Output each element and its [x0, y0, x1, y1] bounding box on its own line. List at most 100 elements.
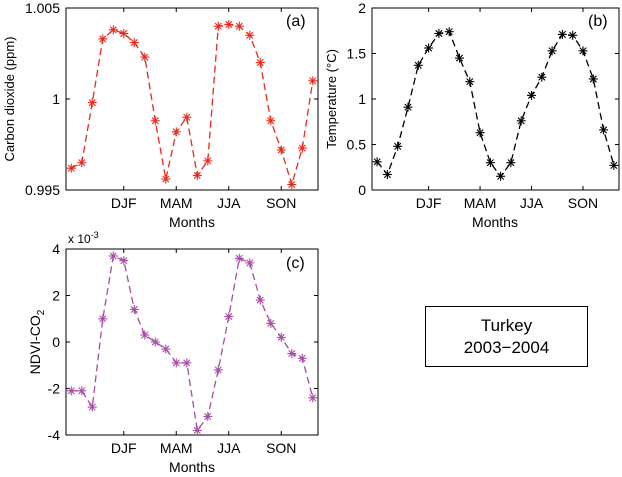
panel-b-point-13 — [506, 158, 516, 168]
panel-c-scale-exp: -3 — [91, 230, 99, 240]
panel-c-axes-frame — [65, 248, 319, 436]
panel-a-label: (a) — [286, 13, 306, 30]
panel-a-point-17 — [245, 30, 255, 40]
panel-c-point-5 — [119, 256, 129, 266]
panel-b-xlabel: Months — [472, 214, 518, 230]
panel-b-point-8 — [455, 53, 464, 63]
panel-a-xlabel: Months — [169, 214, 215, 230]
panel-b-point-10 — [475, 128, 485, 138]
panel-a-xtick-label-0: DJF — [111, 195, 137, 211]
panel-a-point-1 — [77, 158, 87, 168]
panel-c-point-18 — [255, 295, 265, 305]
panel-a-point-4 — [108, 25, 118, 35]
panel-a-point-2 — [87, 98, 97, 108]
panel-c-point-14 — [213, 365, 223, 375]
panel-b-point-20 — [578, 46, 588, 56]
panel-b-ytick-label-1: 0.5 — [347, 137, 367, 153]
panel-c-point-15 — [224, 311, 234, 321]
panel-c-point-22 — [297, 353, 307, 363]
panel-c-ytick-label-4: 4 — [52, 241, 60, 257]
panel-c-point-23 — [308, 393, 318, 403]
panel-b-point-14 — [516, 116, 526, 126]
panel-b-point-5 — [424, 43, 434, 53]
panel-a-point-21 — [287, 180, 297, 189]
panel-a-point-13 — [203, 156, 213, 166]
panel-b-xtick-label-1: MAM — [464, 195, 497, 211]
panel-b-point-2 — [393, 141, 403, 151]
panel-a-point-10 — [171, 127, 181, 137]
panel-a-xtick-label-3: SON — [266, 195, 296, 211]
panel-c-ylabel-main: NDVI-CO — [27, 315, 43, 374]
panel-a-xtick-label-2: JJA — [217, 195, 241, 211]
panel-c-point-2 — [87, 402, 97, 412]
panel-c-ndvi-co2: -4 -2 0 2 4 DJF MAM JJA SON (c) Months x 10-3 ND… — [27, 230, 319, 475]
panel-a-point-23 — [308, 76, 318, 86]
panel-c-point-6 — [129, 304, 139, 314]
panel-a-ylabel: Carbon dioxide (ppm) — [2, 36, 17, 161]
panel-a-point-5 — [119, 29, 129, 38]
panel-c-point-4 — [108, 251, 118, 261]
panel-b-ytick-label-2: 1 — [358, 91, 366, 107]
panel-b-ytick-label-0: 0 — [358, 182, 366, 198]
panel-c-ytick-label-0: -4 — [48, 427, 61, 443]
panel-b-point-6 — [434, 29, 444, 38]
panel-b-ylabel: Temperature (°C) — [324, 49, 339, 149]
panel-b-ticks: 0 0.5 1 1.5 2 DJF MAM JJA SON — [347, 0, 619, 211]
panel-b-point-7 — [444, 27, 454, 37]
panel-c-point-10 — [171, 358, 181, 368]
panel-b-point-12 — [496, 171, 506, 181]
panel-c-point-19 — [266, 318, 276, 328]
panel-a-point-9 — [161, 174, 171, 184]
panel-b-point-23 — [609, 160, 619, 170]
panel-b-xtick-label-2: JJA — [520, 195, 544, 211]
panel-b-point-1 — [382, 170, 392, 179]
panel-c-point-17 — [245, 258, 255, 268]
panel-c-ylabel: NDVI-CO2 — [27, 309, 47, 374]
panel-b-point-17 — [547, 46, 557, 56]
panel-b-axes-frame — [371, 7, 620, 191]
panel-b-xtick-label-3: SON — [568, 195, 598, 211]
panel-c-point-11 — [182, 358, 192, 368]
panel-c-label: (c) — [286, 255, 305, 272]
panel-a-point-14 — [213, 21, 223, 31]
panel-b-point-0 — [372, 157, 382, 167]
panel-a-point-19 — [266, 116, 276, 126]
panel-c-scale-main: x 10 — [68, 232, 91, 246]
panel-c-ytick-label-1: -2 — [48, 381, 61, 397]
panel-c-point-13 — [203, 411, 213, 421]
panel-b-label: (b) — [588, 13, 608, 30]
panel-c-ticks: -4 -2 0 2 4 DJF MAM JJA SON — [48, 241, 318, 456]
panel-b-series-line — [376, 30, 615, 178]
panel-a-ticks: 0.995 1 1.005 DJF MAM JJA SON — [25, 0, 318, 211]
panel-b-point-15 — [527, 90, 536, 100]
panel-a-ytick-label-2: 1.005 — [25, 0, 60, 16]
panel-b-ytick-label-3: 1.5 — [347, 46, 367, 62]
panel-a-point-22 — [297, 143, 307, 153]
region-period-box: Turkey 2003−2004 — [425, 306, 588, 367]
panel-c-point-7 — [140, 330, 150, 340]
panel-b-point-3 — [403, 102, 413, 112]
panel-c-markers — [66, 251, 318, 435]
panel-c-point-1 — [77, 386, 87, 396]
panel-b-ytick-label-4: 2 — [358, 0, 366, 16]
region-name: Turkey — [480, 315, 533, 335]
panel-a-carbon-dioxide: 0.995 1 1.005 DJF MAM JJA SON (a) Months Carbo… — [2, 0, 319, 230]
panel-c-ytick-label-2: 0 — [52, 334, 60, 350]
panel-c-scale-label: x 10-3 — [68, 230, 99, 246]
panel-a-ytick-label-1: 1 — [52, 91, 60, 107]
panel-a-point-6 — [129, 38, 139, 48]
panel-b-point-22 — [599, 125, 609, 135]
panel-a-point-12 — [192, 170, 202, 180]
panel-b-point-21 — [588, 74, 598, 84]
panel-c-xtick-label-0: DJF — [111, 440, 137, 456]
panel-c-xlabel: Months — [169, 459, 215, 475]
panel-a-point-3 — [98, 34, 108, 44]
panel-a-ytick-label-0: 0.995 — [25, 182, 60, 198]
panel-c-xtick-label-1: MAM — [160, 440, 193, 456]
panel-b-temperature: 0 0.5 1 1.5 2 DJF MAM JJA SON (b) Months Tempera… — [324, 0, 620, 230]
panel-a-point-11 — [182, 112, 192, 122]
panel-a-point-20 — [276, 145, 286, 155]
panel-a-point-8 — [150, 116, 160, 126]
panel-b-point-4 — [413, 60, 423, 70]
